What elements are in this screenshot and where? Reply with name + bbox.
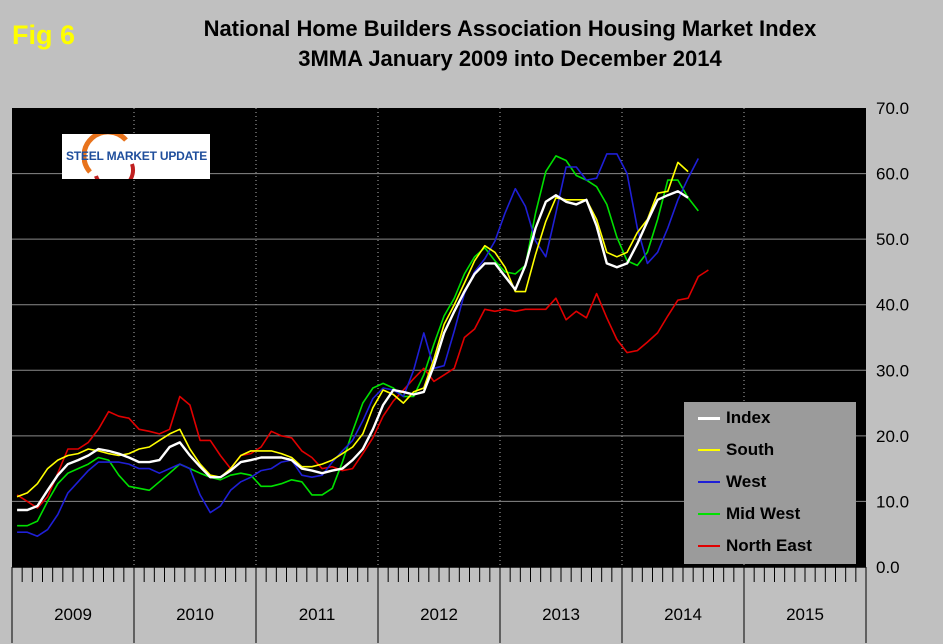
x-year-label: 2013: [542, 605, 580, 624]
legend-label-mid-west: Mid West: [726, 504, 801, 523]
legend-item-south: South: [698, 438, 774, 462]
x-year-label: 2011: [299, 605, 336, 624]
y-tick-label: 30.0: [876, 361, 909, 380]
legend-item-index: Index: [698, 406, 770, 430]
series-line-west: [17, 153, 700, 538]
legend-swatch-mid-west: [698, 513, 720, 515]
series-line-mid-west: [17, 155, 699, 527]
x-year-label: 2012: [420, 605, 458, 624]
y-tick-label: 20.0: [876, 427, 909, 446]
legend-swatch-south: [698, 449, 720, 451]
legend-label-north-east: North East: [726, 536, 812, 555]
x-year-label: 2009: [54, 605, 92, 624]
series-line-south: [16, 161, 689, 498]
x-year-label: 2014: [664, 605, 702, 624]
legend-label-south: South: [726, 440, 775, 459]
steel-market-update-logo: STEEL MARKET UPDATE: [62, 134, 210, 179]
series-line-north-east: [16, 269, 709, 509]
legend-item-west: West: [698, 470, 766, 494]
legend-label-index: Index: [726, 408, 771, 427]
y-tick-label: 60.0: [876, 165, 909, 184]
legend-label-west: West: [726, 472, 767, 491]
chart-title-line-2: 3MMA January 2009 into December 2014: [298, 46, 722, 71]
y-tick-label: 50.0: [876, 230, 909, 249]
legend-item-north-east: North East: [698, 534, 812, 558]
legend-swatch-north-east: [698, 545, 720, 547]
y-tick-label: 0.0: [876, 558, 900, 577]
logo-text: STEEL MARKET UPDATE: [66, 149, 208, 163]
figure-label: Fig 6: [12, 20, 76, 50]
y-tick-label: 40.0: [876, 296, 909, 315]
x-year-label: 2015: [786, 605, 824, 624]
chart-title-line-1: National Home Builders Association Housi…: [203, 16, 817, 41]
x-year-label: 2010: [176, 605, 214, 624]
y-tick-label: 10.0: [876, 492, 909, 511]
series-line-index: [17, 190, 689, 512]
legend-swatch-index: [698, 416, 720, 420]
logo-swoosh-icon: [82, 134, 135, 179]
chart-title: National Home Builders Association Housi…: [90, 14, 930, 74]
y-tick-label: 70.0: [876, 99, 909, 118]
legend-swatch-west: [698, 481, 720, 483]
chart-legend: Index South West Mid West North East: [684, 402, 856, 564]
legend-item-mid-west: Mid West: [698, 502, 800, 526]
